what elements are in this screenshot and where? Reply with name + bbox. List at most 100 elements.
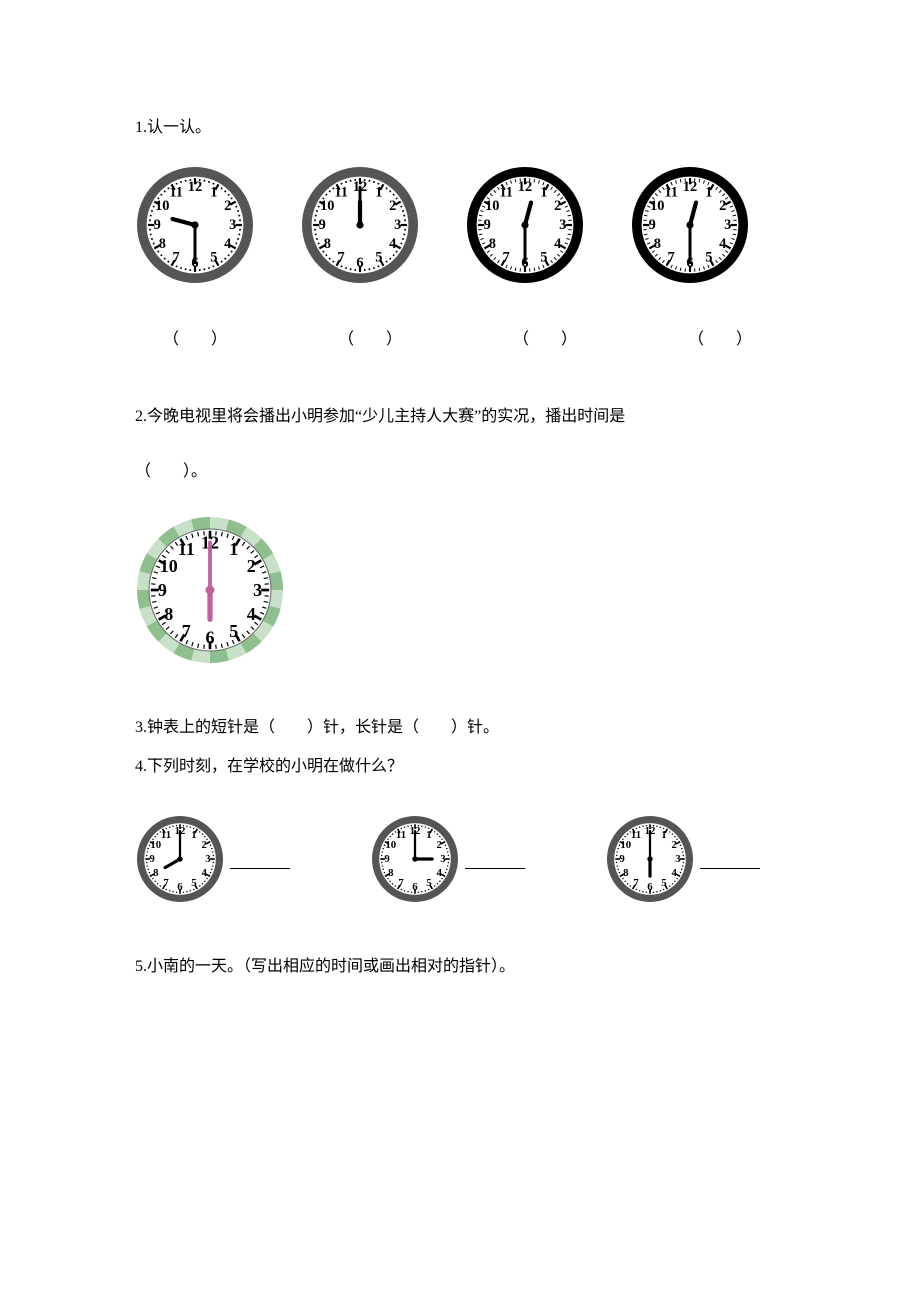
svg-text:3: 3 xyxy=(205,853,211,865)
svg-text:11: 11 xyxy=(664,184,678,200)
svg-text:3: 3 xyxy=(559,217,566,233)
q4-item-2: 123456789101112 xyxy=(370,814,525,909)
svg-text:2: 2 xyxy=(719,198,726,214)
q2-block: 2.今晚电视里将会播出小明参加“少儿主持人大赛”的实况，播出时间是 （ ）。 1… xyxy=(135,399,785,669)
q4-clock-2: 123456789101112 xyxy=(370,814,460,909)
svg-text:12: 12 xyxy=(188,179,202,195)
svg-text:10: 10 xyxy=(155,198,169,214)
svg-text:2: 2 xyxy=(436,839,441,851)
svg-text:10: 10 xyxy=(650,198,664,214)
q1-clock-3: 123456789101112 xyxy=(465,165,585,290)
svg-text:2: 2 xyxy=(389,198,396,214)
svg-text:1: 1 xyxy=(705,184,712,200)
svg-text:1: 1 xyxy=(540,184,547,200)
svg-text:9: 9 xyxy=(154,217,161,233)
svg-text:5: 5 xyxy=(661,877,666,889)
q3-label: 3.钟表上的短针是（ ）针，长针是（ ）针。 xyxy=(135,710,785,745)
q2-label-line1: 2.今晚电视里将会播出小明参加“少儿主持人大赛”的实况，播出时间是 xyxy=(135,399,785,434)
svg-text:4: 4 xyxy=(224,236,231,252)
svg-text:3: 3 xyxy=(253,580,262,600)
q4-clock-1: 123456789101112 xyxy=(135,814,225,909)
svg-text:4: 4 xyxy=(671,867,677,879)
svg-text:11: 11 xyxy=(161,829,171,841)
svg-text:11: 11 xyxy=(178,538,195,558)
svg-text:5: 5 xyxy=(210,250,217,266)
svg-text:9: 9 xyxy=(384,853,390,865)
q4-label: 4.下列时刻，在学校的小明在做什么？ xyxy=(135,749,785,784)
svg-text:8: 8 xyxy=(324,236,331,252)
q1-answer-row: （ ） （ ） （ ） （ ） xyxy=(135,325,785,349)
svg-text:7: 7 xyxy=(182,621,191,641)
svg-text:5: 5 xyxy=(540,250,547,266)
q1-answer-3: （ ） xyxy=(485,325,605,349)
q2-label-line2: （ ）。 xyxy=(135,454,785,489)
svg-text:9: 9 xyxy=(484,217,491,233)
svg-text:7: 7 xyxy=(338,250,345,266)
svg-text:8: 8 xyxy=(489,236,496,252)
svg-text:1: 1 xyxy=(210,184,217,200)
svg-text:5: 5 xyxy=(705,250,712,266)
q4-blank-3 xyxy=(700,854,760,869)
svg-text:9: 9 xyxy=(319,217,326,233)
svg-text:2: 2 xyxy=(201,839,206,851)
svg-text:4: 4 xyxy=(436,867,442,879)
svg-text:10: 10 xyxy=(150,839,161,851)
svg-text:5: 5 xyxy=(191,877,196,889)
svg-text:9: 9 xyxy=(619,853,625,865)
svg-text:6: 6 xyxy=(177,881,183,893)
svg-text:10: 10 xyxy=(385,839,396,851)
q5-label: 5.小南的一天。（写出相应的时间或画出相对的指针）。 xyxy=(135,949,785,984)
svg-text:7: 7 xyxy=(163,877,169,889)
q1-clock-1-col: 123456789101112 xyxy=(135,165,255,290)
svg-text:2: 2 xyxy=(554,198,561,214)
svg-text:10: 10 xyxy=(485,198,499,214)
worksheet-page: 1.认一认。 123456789101112 123456789101112 1… xyxy=(0,0,920,1064)
q1-clock-4-col: 123456789101112 xyxy=(630,165,750,290)
q2-clock: 123456789101112 xyxy=(135,515,785,670)
q1-answer-1: （ ） xyxy=(135,325,255,349)
svg-text:6: 6 xyxy=(206,627,215,647)
svg-text:6: 6 xyxy=(647,881,653,893)
svg-text:10: 10 xyxy=(160,556,178,576)
svg-text:11: 11 xyxy=(334,184,348,200)
svg-text:8: 8 xyxy=(153,867,159,879)
q4-clock-3: 123456789101112 xyxy=(605,814,695,909)
svg-text:12: 12 xyxy=(518,179,532,195)
svg-text:9: 9 xyxy=(649,217,656,233)
svg-text:8: 8 xyxy=(654,236,661,252)
svg-text:11: 11 xyxy=(499,184,513,200)
q1-answer-2: （ ） xyxy=(310,325,430,349)
svg-text:3: 3 xyxy=(724,217,731,233)
svg-text:5: 5 xyxy=(375,250,382,266)
svg-text:2: 2 xyxy=(247,556,256,576)
svg-text:1: 1 xyxy=(229,538,238,558)
svg-text:7: 7 xyxy=(633,877,639,889)
svg-text:3: 3 xyxy=(675,853,681,865)
svg-text:8: 8 xyxy=(388,867,394,879)
svg-text:4: 4 xyxy=(247,603,256,623)
svg-text:10: 10 xyxy=(620,839,631,851)
q1-clock-2-col: 123456789101112 xyxy=(300,165,420,290)
q4-clock-row: 123456789101112 123456789101112 12345678… xyxy=(135,814,785,909)
svg-text:3: 3 xyxy=(394,217,401,233)
svg-text:2: 2 xyxy=(671,839,676,851)
svg-text:7: 7 xyxy=(173,250,180,266)
svg-text:7: 7 xyxy=(668,250,675,266)
q1-label: 1.认一认。 xyxy=(135,110,785,145)
svg-text:1: 1 xyxy=(426,829,431,841)
q4-item-3: 123456789101112 xyxy=(605,814,760,909)
q4-item-1: 123456789101112 xyxy=(135,814,290,909)
svg-text:3: 3 xyxy=(229,217,236,233)
svg-text:4: 4 xyxy=(201,867,207,879)
q1-answer-4: （ ） xyxy=(660,325,780,349)
svg-text:8: 8 xyxy=(159,236,166,252)
svg-text:2: 2 xyxy=(224,198,231,214)
q4-blank-2 xyxy=(465,854,525,869)
svg-text:12: 12 xyxy=(683,179,697,195)
svg-text:1: 1 xyxy=(661,829,666,841)
svg-text:4: 4 xyxy=(719,236,726,252)
svg-text:5: 5 xyxy=(426,877,431,889)
svg-text:3: 3 xyxy=(440,853,446,865)
svg-text:5: 5 xyxy=(229,621,238,641)
svg-text:7: 7 xyxy=(503,250,510,266)
